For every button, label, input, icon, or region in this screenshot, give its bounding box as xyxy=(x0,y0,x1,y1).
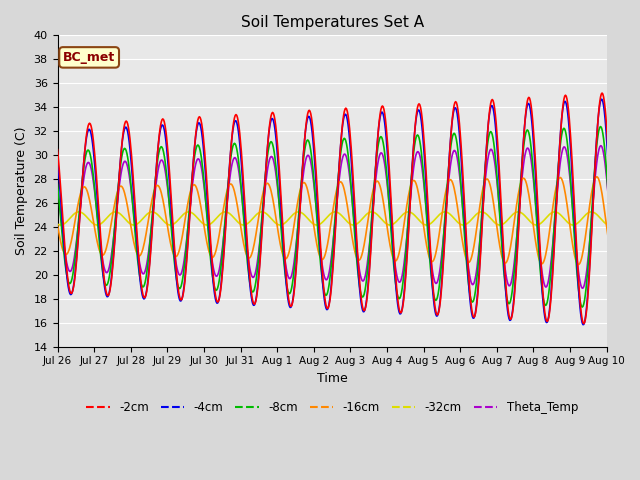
-2cm xyxy=(317,244,324,250)
Text: BC_met: BC_met xyxy=(63,51,115,64)
-32cm xyxy=(318,219,326,225)
Theta_Temp xyxy=(317,250,324,255)
Y-axis label: Soil Temperature (C): Soil Temperature (C) xyxy=(15,127,28,255)
-8cm xyxy=(596,124,604,130)
Line: Theta_Temp: Theta_Temp xyxy=(58,146,624,289)
Theta_Temp xyxy=(54,185,61,191)
-32cm xyxy=(56,222,63,228)
Theta_Temp xyxy=(596,143,604,149)
-4cm xyxy=(474,288,481,294)
-8cm xyxy=(296,204,303,210)
-2cm xyxy=(616,323,624,329)
Theta_Temp xyxy=(133,240,141,246)
-32cm xyxy=(620,210,628,216)
-32cm xyxy=(75,209,83,215)
-32cm xyxy=(54,221,61,227)
-2cm xyxy=(598,90,606,96)
Legend: -2cm, -4cm, -8cm, -16cm, -32cm, Theta_Temp: -2cm, -4cm, -8cm, -16cm, -32cm, Theta_Te… xyxy=(81,396,583,419)
-16cm xyxy=(133,251,141,256)
Theta_Temp xyxy=(460,220,468,226)
Theta_Temp xyxy=(620,262,628,267)
-8cm xyxy=(615,306,623,312)
Theta_Temp xyxy=(296,210,303,216)
-16cm xyxy=(620,218,628,224)
-32cm xyxy=(461,222,469,228)
-2cm xyxy=(56,174,63,180)
-4cm xyxy=(598,96,605,102)
-32cm xyxy=(297,209,305,215)
-16cm xyxy=(54,222,61,228)
-4cm xyxy=(317,253,324,259)
-16cm xyxy=(474,218,481,224)
-8cm xyxy=(133,249,141,255)
Line: -8cm: -8cm xyxy=(58,127,624,309)
-2cm xyxy=(54,147,61,153)
-16cm xyxy=(593,174,600,180)
-8cm xyxy=(460,226,468,231)
-4cm xyxy=(296,215,303,220)
-8cm xyxy=(474,266,481,272)
-32cm xyxy=(57,222,65,228)
-4cm xyxy=(616,324,623,330)
-2cm xyxy=(133,229,141,235)
-16cm xyxy=(56,235,63,240)
-32cm xyxy=(134,220,142,226)
-4cm xyxy=(54,157,61,163)
-4cm xyxy=(56,184,63,190)
Line: -32cm: -32cm xyxy=(58,212,624,225)
Line: -16cm: -16cm xyxy=(58,177,624,265)
Theta_Temp xyxy=(615,287,623,292)
Title: Soil Temperatures Set A: Soil Temperatures Set A xyxy=(241,15,424,30)
Line: -4cm: -4cm xyxy=(58,99,624,327)
Line: -2cm: -2cm xyxy=(58,93,624,326)
-8cm xyxy=(54,181,61,187)
-8cm xyxy=(56,206,63,212)
-2cm xyxy=(296,219,303,225)
-2cm xyxy=(474,292,481,298)
-2cm xyxy=(460,192,468,198)
-4cm xyxy=(460,204,468,210)
-16cm xyxy=(317,255,324,261)
-2cm xyxy=(620,299,628,305)
Theta_Temp xyxy=(56,204,63,210)
-8cm xyxy=(317,262,324,267)
-8cm xyxy=(620,270,628,276)
-4cm xyxy=(133,238,141,244)
X-axis label: Time: Time xyxy=(317,372,348,385)
-16cm xyxy=(460,247,468,253)
Theta_Temp xyxy=(474,258,481,264)
-16cm xyxy=(296,191,303,197)
-4cm xyxy=(620,295,628,300)
-32cm xyxy=(476,209,483,215)
-16cm xyxy=(611,263,619,268)
